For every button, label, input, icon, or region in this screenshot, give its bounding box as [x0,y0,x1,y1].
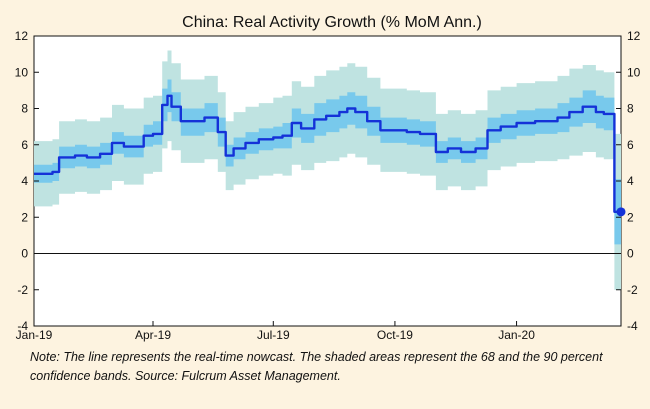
y-tick-label-right: 4 [627,174,634,188]
y-tick-label-right: 12 [627,29,641,43]
y-tick-label-left: -2 [17,283,28,297]
x-tick-label: Jan-19 [16,328,53,342]
y-tick-label-left: 4 [21,174,28,188]
y-tick-label-left: 8 [21,102,28,116]
y-tick-label-left: 6 [21,138,28,152]
chart-note: Note: The line represents the real-time … [30,350,603,383]
y-tick-label-right: -4 [627,319,638,333]
x-tick-label: Oct-19 [377,328,413,342]
nowcast-line-layer [34,94,626,217]
y-tick-label-left: 0 [21,247,28,261]
x-tick-label: Jan-20 [498,328,535,342]
y-tick-label-right: -2 [627,283,638,297]
y-tick-label-right: 8 [627,102,634,116]
y-tick-label-left: -4 [17,319,28,333]
y-tick-label-right: 0 [627,247,634,261]
chart-title: China: Real Activity Growth (% MoM Ann.) [182,14,482,31]
nowcast-line [34,94,621,213]
y-tick-label-right: 2 [627,210,634,224]
x-tick-label: Jul-19 [257,328,290,342]
y-tick-label-right: 6 [627,138,634,152]
y-tick-label-left: 10 [15,65,29,79]
x-tick-label: Apr-19 [135,328,171,342]
nowcast-endpoint-marker [616,207,626,217]
y-tick-label-right: 10 [627,65,641,79]
y-tick-label-left: 12 [15,29,29,43]
axis-ticks: -4 -4 -2 -2 0 0 2 2 4 4 6 6 8 8 10 10 12 12 Jan-19 Apr-19 Ju… [15,29,641,342]
y-tick-label-left: 2 [21,210,28,224]
